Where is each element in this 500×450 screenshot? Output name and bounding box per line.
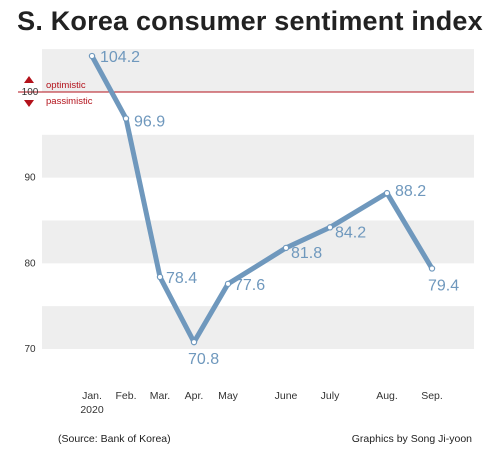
y-tick-label: 90 — [24, 173, 36, 184]
grid-band-2 — [42, 220, 474, 264]
y-tick-label: 100 — [22, 87, 39, 98]
x-tick-label: Aug. — [376, 390, 398, 402]
x-tick-label: 2020 — [80, 404, 104, 416]
series-group — [88, 52, 436, 346]
y-tick-label: 70 — [24, 344, 36, 355]
x-tick-label: June — [275, 390, 298, 402]
y-tick-label: 80 — [24, 258, 36, 269]
x-tick-label: Feb. — [115, 390, 136, 402]
data-label: 81.8 — [291, 245, 322, 262]
reference-line-group: optimistic passimistic — [18, 76, 474, 107]
x-tick-label: Jan. — [82, 390, 102, 402]
credit-note: Graphics by Song Ji-yoon — [351, 433, 472, 445]
data-label: 77.6 — [234, 277, 265, 294]
data-label: 84.2 — [335, 224, 366, 241]
data-label: 78.4 — [166, 270, 197, 287]
y-axis-ticks: 70 80 90 100 — [22, 87, 39, 355]
data-point — [224, 280, 232, 288]
x-tick-label: July — [321, 390, 340, 402]
up-arrow-icon — [24, 76, 34, 83]
down-arrow-icon — [24, 100, 34, 107]
data-label: 70.8 — [188, 351, 219, 368]
data-point — [88, 52, 96, 60]
data-label: 79.4 — [428, 277, 459, 294]
x-tick-label: May — [218, 390, 239, 402]
grid-band-3 — [42, 306, 474, 349]
chart-title: S. Korea consumer sentiment index — [17, 6, 483, 36]
optimistic-label: optimistic — [46, 80, 86, 91]
x-tick-label: Sep. — [421, 390, 443, 402]
x-axis-ticks: Jan. 2020 Feb. Mar. Apr. May June July Aug. Sep. — [80, 390, 442, 416]
data-point — [326, 224, 334, 231]
data-point — [282, 244, 290, 252]
data-label: 104.2 — [100, 49, 140, 66]
source-note: (Source: Bank of Korea) — [58, 433, 171, 445]
data-point — [122, 115, 130, 122]
pessimistic-label: passimistic — [46, 96, 93, 107]
grid-band-0 — [42, 49, 474, 92]
data-point — [156, 273, 164, 281]
data-label: 88.2 — [395, 183, 426, 200]
data-labels: 104.2 96.9 78.4 70.8 77.6 81.8 84.2 88.2 79.4 — [100, 49, 459, 368]
grid-band-1 — [42, 134, 474, 178]
data-point — [190, 338, 198, 346]
series-line — [89, 53, 435, 345]
grid-bands — [42, 49, 474, 349]
x-tick-label: Mar. — [150, 390, 170, 402]
data-point — [383, 189, 391, 197]
data-label: 96.9 — [134, 114, 165, 131]
data-point — [428, 265, 436, 272]
x-tick-label: Apr. — [185, 390, 204, 402]
